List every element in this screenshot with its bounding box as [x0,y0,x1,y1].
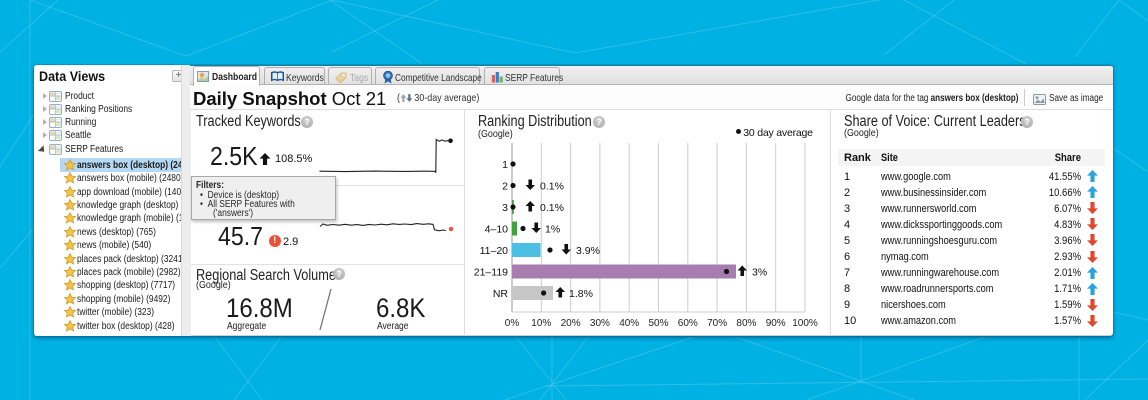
svg-text:60%: 60% [678,318,698,329]
svg-text:NR: NR [493,288,509,300]
svg-text:70%: 70% [707,318,727,329]
svg-text:90%: 90% [766,318,786,329]
svg-text:21–119: 21–119 [474,266,508,278]
svg-text:1: 1 [502,159,508,171]
svg-text:80%: 80% [736,318,756,329]
svg-text:2: 2 [502,180,508,192]
svg-text:3: 3 [502,202,508,214]
svg-text:20%: 20% [561,318,581,329]
svg-text:30%: 30% [590,318,610,329]
svg-text:0%: 0% [505,318,520,329]
svg-text:0.1%: 0.1% [540,180,564,192]
svg-text:1.8%: 1.8% [569,288,593,300]
svg-text:3%: 3% [752,266,767,278]
svg-text:40%: 40% [619,318,639,329]
svg-text:50%: 50% [648,318,668,329]
svg-text:0.1%: 0.1% [540,202,564,214]
svg-text:3.9%: 3.9% [576,245,600,257]
svg-text:1%: 1% [545,223,560,235]
svg-text:11–20: 11–20 [480,245,509,257]
svg-text:100%: 100% [792,318,818,329]
svg-text:10%: 10% [531,318,551,329]
svg-text:4–10: 4–10 [485,223,509,235]
